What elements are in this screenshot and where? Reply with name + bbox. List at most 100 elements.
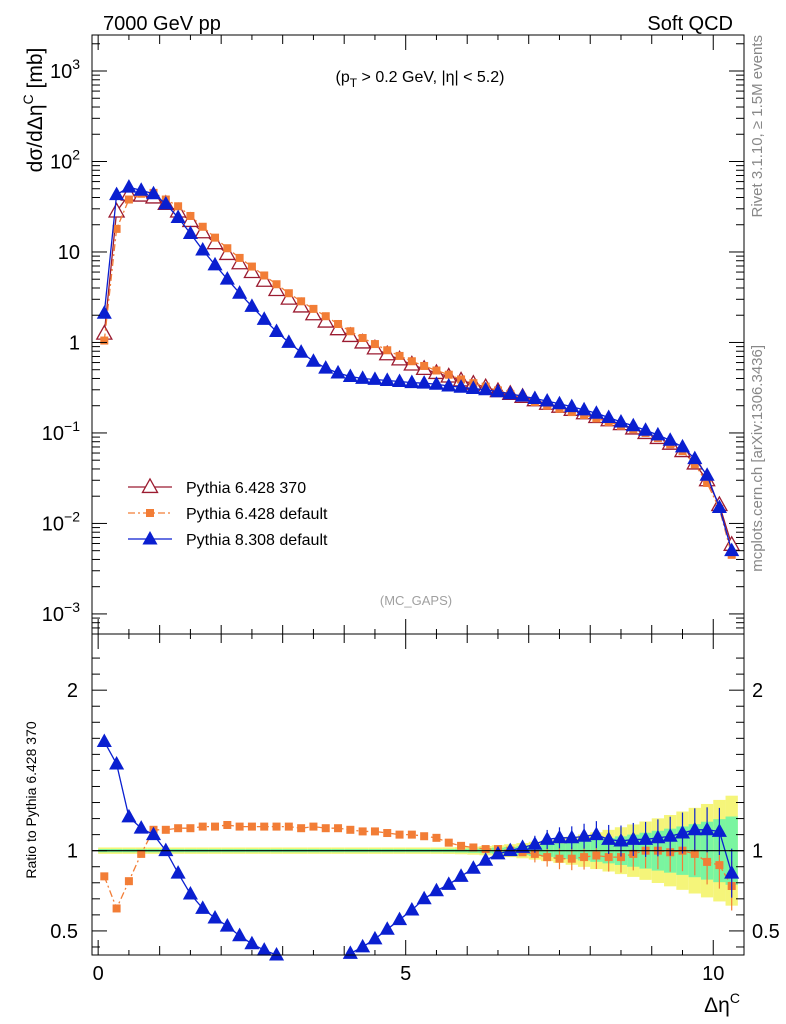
data-point	[272, 280, 281, 289]
data-point	[457, 841, 466, 850]
data-point	[592, 851, 601, 860]
data-point	[112, 904, 121, 913]
data-point	[703, 478, 712, 487]
data-point	[441, 876, 457, 890]
data-point	[674, 438, 691, 453]
x-tick-label: 10	[702, 963, 724, 985]
data-point	[674, 824, 691, 839]
data-point	[158, 842, 174, 857]
data-point	[281, 334, 297, 348]
data-point	[121, 808, 137, 823]
data-point	[392, 373, 408, 387]
data-point	[564, 829, 580, 844]
data-point	[145, 826, 162, 841]
data-point	[441, 377, 457, 392]
y-tick-label: 10−3	[42, 599, 80, 626]
data-point	[355, 938, 371, 953]
data-point	[232, 285, 248, 299]
ratio-plot-frame	[91, 633, 745, 956]
data-point	[601, 409, 617, 424]
data-point	[247, 822, 256, 831]
data-point	[219, 918, 235, 932]
data-point	[555, 854, 564, 863]
data-point	[416, 375, 432, 389]
data-point	[481, 845, 490, 854]
data-point	[465, 860, 481, 874]
data-point	[272, 822, 281, 831]
data-point	[551, 395, 568, 410]
ratio-y-tick-label-right: 2	[752, 680, 763, 702]
data-point	[650, 426, 666, 441]
data-point	[478, 381, 494, 396]
ratio-y-tick-label-right: 0.5	[752, 921, 780, 943]
data-point	[230, 253, 249, 270]
data-point	[170, 865, 186, 879]
data-point	[690, 460, 699, 469]
data-point	[379, 921, 395, 935]
data-point	[588, 405, 604, 419]
ratio-y-tick-label-right: 1	[752, 841, 763, 863]
data-point	[321, 312, 330, 321]
data-point	[146, 509, 154, 517]
data-point	[567, 854, 576, 863]
data-point	[469, 843, 478, 852]
data-point	[182, 225, 198, 239]
data-point	[223, 820, 232, 829]
data-point	[370, 827, 379, 836]
data-point	[211, 822, 220, 831]
data-point	[515, 839, 531, 853]
data-point	[268, 946, 285, 961]
data-point	[662, 828, 678, 842]
data-point	[170, 209, 186, 224]
data-point	[358, 334, 367, 343]
data-point	[601, 831, 617, 845]
data-point	[715, 861, 724, 870]
data-point	[334, 319, 343, 328]
data-point	[137, 849, 146, 858]
data-point	[367, 371, 383, 385]
data-point	[588, 826, 604, 841]
data-point	[395, 351, 404, 360]
ratio-y-tick-label: 0.5	[50, 921, 78, 943]
data-point	[502, 842, 518, 857]
data-point	[699, 467, 715, 481]
ratio-y-tick-label: 2	[67, 680, 78, 702]
data-point	[186, 824, 195, 833]
data-point	[580, 853, 589, 862]
data-point	[539, 393, 555, 407]
data-point	[297, 297, 306, 306]
data-point	[145, 185, 162, 200]
data-point	[260, 822, 269, 831]
data-point	[260, 271, 269, 280]
data-point	[109, 186, 125, 201]
data-point	[428, 376, 444, 390]
data-point	[158, 195, 174, 210]
data-point	[293, 344, 309, 358]
data-point	[304, 304, 323, 321]
data-point	[711, 823, 727, 837]
data-point	[280, 289, 298, 305]
chart-annotation: (pT > 0.2 GeV, |η| < 5.2)	[336, 69, 505, 90]
data-point	[309, 304, 318, 313]
data-point	[256, 942, 272, 956]
data-point	[576, 828, 592, 842]
data-point	[112, 224, 121, 233]
data-point	[539, 831, 555, 845]
data-point	[616, 853, 625, 862]
data-point	[613, 832, 629, 847]
data-point	[195, 900, 211, 914]
data-point	[133, 182, 149, 196]
data-point	[625, 831, 641, 845]
data-point	[182, 885, 198, 900]
data-point	[551, 829, 568, 844]
data-point	[687, 821, 703, 836]
data-point	[690, 849, 699, 858]
data-point	[100, 336, 109, 345]
data-point	[724, 542, 740, 557]
data-point	[724, 865, 740, 879]
data-point	[604, 853, 613, 862]
data-point	[358, 827, 367, 836]
side-label-rivet: Rivet 3.1.10, ≥ 1.5M events	[749, 35, 766, 218]
watermark: (MC_GAPS)	[380, 593, 452, 608]
data-point	[121, 179, 137, 193]
